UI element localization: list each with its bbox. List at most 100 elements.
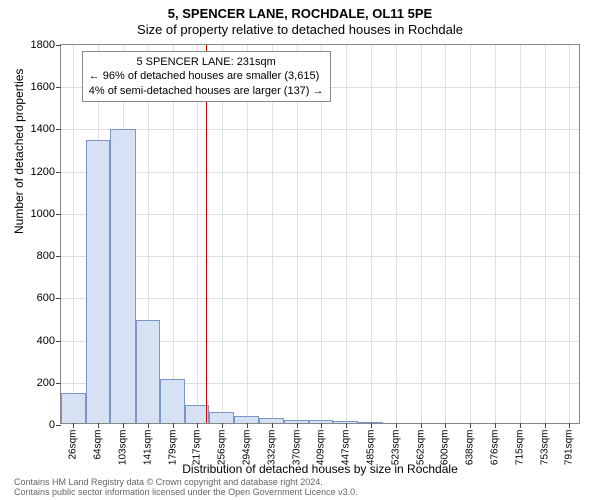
annotation-line-1: 5 SPENCER LANE: 231sqm bbox=[89, 55, 324, 69]
histogram-bar bbox=[259, 418, 284, 423]
chart-title-sub: Size of property relative to detached ho… bbox=[0, 22, 600, 37]
grid-line-v bbox=[495, 45, 496, 423]
xtick-label: 103sqm bbox=[117, 430, 128, 466]
grid-line-v bbox=[396, 45, 397, 423]
annotation-line-2: ← 96% of detached houses are smaller (3,… bbox=[89, 69, 324, 83]
chart-footer: Contains HM Land Registry data © Crown c… bbox=[14, 478, 358, 498]
histogram-bar bbox=[86, 140, 111, 423]
xtick-label: 256sqm bbox=[217, 430, 228, 466]
xtick bbox=[569, 423, 570, 428]
xtick bbox=[470, 423, 471, 428]
xtick bbox=[173, 423, 174, 428]
plot-area: 02004006008001000120014001600180026sqm64… bbox=[60, 44, 580, 424]
xtick bbox=[495, 423, 496, 428]
xtick bbox=[247, 423, 248, 428]
xtick-label: 370sqm bbox=[291, 430, 302, 466]
xtick-label: 409sqm bbox=[316, 430, 327, 466]
histogram-bar bbox=[136, 320, 161, 423]
xtick bbox=[197, 423, 198, 428]
xtick-label: 294sqm bbox=[241, 430, 252, 466]
histogram-chart: 5, SPENCER LANE, ROCHDALE, OL11 5PE Size… bbox=[0, 0, 600, 500]
xtick-label: 485sqm bbox=[365, 430, 376, 466]
ytick-label: 1400 bbox=[19, 123, 55, 135]
histogram-bar bbox=[284, 420, 309, 423]
x-axis-label: Distribution of detached houses by size … bbox=[60, 462, 580, 476]
xtick bbox=[222, 423, 223, 428]
grid-line-v bbox=[371, 45, 372, 423]
ytick bbox=[56, 45, 61, 46]
ytick-label: 1000 bbox=[19, 208, 55, 220]
ytick bbox=[56, 425, 61, 426]
xtick bbox=[520, 423, 521, 428]
ytick bbox=[56, 129, 61, 130]
ytick-label: 1200 bbox=[19, 166, 55, 178]
xtick bbox=[272, 423, 273, 428]
ytick-label: 200 bbox=[19, 377, 55, 389]
xtick bbox=[371, 423, 372, 428]
histogram-bar bbox=[61, 393, 86, 423]
xtick-label: 447sqm bbox=[341, 430, 352, 466]
grid-line-h bbox=[61, 256, 579, 257]
xtick bbox=[396, 423, 397, 428]
grid-line-h bbox=[61, 214, 579, 215]
grid-line-v bbox=[569, 45, 570, 423]
ytick bbox=[56, 383, 61, 384]
ytick bbox=[56, 256, 61, 257]
histogram-bar bbox=[309, 420, 334, 423]
xtick-label: 638sqm bbox=[465, 430, 476, 466]
xtick-label: 523sqm bbox=[390, 430, 401, 466]
xtick-label: 753sqm bbox=[539, 430, 550, 466]
xtick-label: 791sqm bbox=[564, 430, 575, 466]
grid-line-v bbox=[470, 45, 471, 423]
xtick bbox=[321, 423, 322, 428]
xtick bbox=[421, 423, 422, 428]
ytick-label: 1800 bbox=[19, 39, 55, 51]
xtick-label: 332sqm bbox=[266, 430, 277, 466]
xtick-label: 676sqm bbox=[489, 430, 500, 466]
xtick-label: 26sqm bbox=[68, 430, 79, 460]
xtick-label: 217sqm bbox=[192, 430, 203, 466]
xtick-label: 179sqm bbox=[167, 430, 178, 466]
xtick bbox=[148, 423, 149, 428]
histogram-bar bbox=[358, 422, 383, 423]
annotation-line-3: 4% of semi-detached houses are larger (1… bbox=[89, 84, 324, 98]
xtick bbox=[73, 423, 74, 428]
histogram-bar bbox=[209, 412, 234, 423]
histogram-bar bbox=[234, 416, 259, 423]
histogram-bar bbox=[160, 379, 185, 423]
ytick-label: 1600 bbox=[19, 81, 55, 93]
xtick-label: 141sqm bbox=[142, 430, 153, 466]
ytick bbox=[56, 172, 61, 173]
ytick-label: 600 bbox=[19, 292, 55, 304]
grid-line-h bbox=[61, 172, 579, 173]
ytick bbox=[56, 341, 61, 342]
ytick bbox=[56, 87, 61, 88]
grid-line-v bbox=[445, 45, 446, 423]
grid-line-v bbox=[520, 45, 521, 423]
grid-line-v bbox=[73, 45, 74, 423]
xtick bbox=[346, 423, 347, 428]
xtick-label: 562sqm bbox=[415, 430, 426, 466]
footer-line-2: Contains public sector information licen… bbox=[14, 488, 358, 498]
xtick bbox=[297, 423, 298, 428]
ytick bbox=[56, 214, 61, 215]
xtick-label: 715sqm bbox=[514, 430, 525, 466]
xtick-label: 64sqm bbox=[93, 430, 104, 460]
histogram-bar bbox=[110, 129, 135, 424]
xtick bbox=[445, 423, 446, 428]
ytick-label: 0 bbox=[19, 419, 55, 431]
grid-line-v bbox=[545, 45, 546, 423]
ytick-label: 400 bbox=[19, 335, 55, 347]
grid-line-v bbox=[346, 45, 347, 423]
ytick bbox=[56, 298, 61, 299]
grid-line-h bbox=[61, 129, 579, 130]
xtick bbox=[98, 423, 99, 428]
grid-line-h bbox=[61, 298, 579, 299]
histogram-bar bbox=[333, 421, 358, 423]
chart-title-main: 5, SPENCER LANE, ROCHDALE, OL11 5PE bbox=[0, 6, 600, 21]
xtick-label: 600sqm bbox=[440, 430, 451, 466]
annotation-box: 5 SPENCER LANE: 231sqm ← 96% of detached… bbox=[82, 51, 331, 102]
ytick-label: 800 bbox=[19, 250, 55, 262]
grid-line-v bbox=[421, 45, 422, 423]
xtick bbox=[545, 423, 546, 428]
